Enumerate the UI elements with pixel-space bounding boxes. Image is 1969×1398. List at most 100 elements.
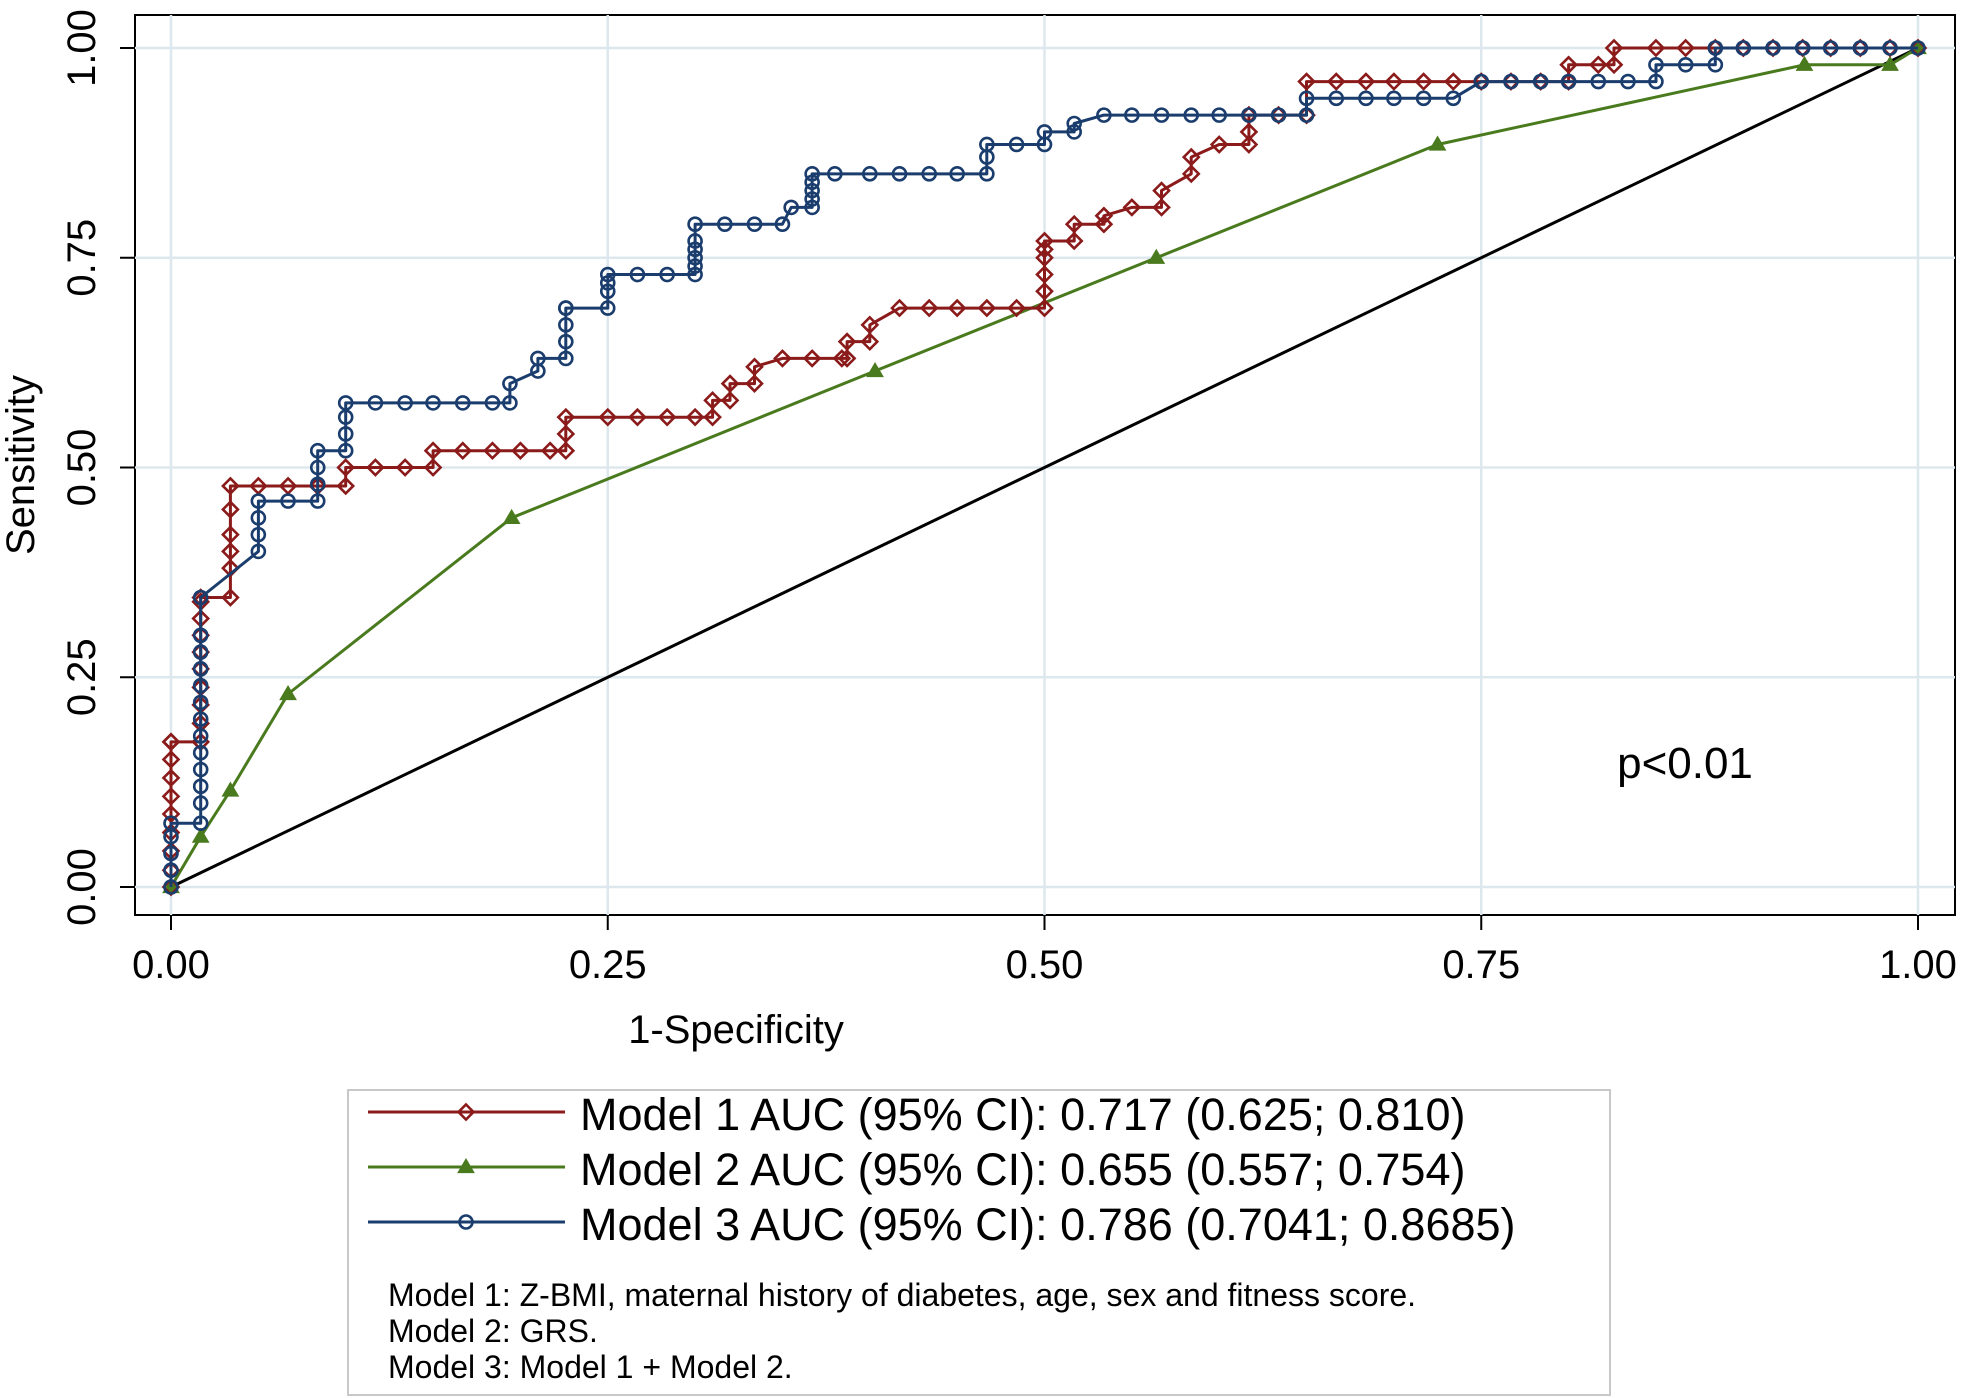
model-1-point <box>628 407 647 427</box>
model-1-point <box>1122 198 1142 217</box>
x-tick-label: 0.25 <box>569 943 647 987</box>
model-2-point <box>191 827 210 843</box>
model-1-point <box>1209 135 1229 154</box>
model-1-point <box>860 315 880 335</box>
y-tick-label: 0.75 <box>60 219 104 297</box>
model-1-point <box>221 525 240 544</box>
model-3-point <box>1386 90 1402 107</box>
model-3-point <box>921 166 937 182</box>
model-1-point <box>556 441 576 461</box>
model-3-point <box>891 166 908 182</box>
model-3-point <box>163 815 179 832</box>
model-3-point <box>192 589 209 606</box>
model-1-point <box>221 476 240 496</box>
model-3-point <box>1735 40 1752 56</box>
model-3-point <box>1852 40 1869 56</box>
legend-note-model-3: Model 3: Model 1 + Model 2. <box>388 1349 793 1385</box>
model-3-point <box>309 459 326 476</box>
model-3-point <box>192 744 209 761</box>
model-3-point <box>599 275 616 291</box>
model-1-point <box>1326 72 1346 91</box>
model-3-point <box>192 795 209 811</box>
model-1-point <box>1064 214 1084 234</box>
model-1-point <box>890 298 909 318</box>
model-3-point <box>1822 40 1839 56</box>
model-1-point <box>221 588 240 607</box>
model-3-point <box>1124 107 1140 123</box>
model-1-point <box>511 441 530 461</box>
model-3-point <box>558 317 574 333</box>
model-3-point <box>687 258 703 274</box>
model-2-point <box>866 362 884 378</box>
model-1-point <box>773 349 792 368</box>
model-3-point <box>163 879 179 895</box>
axes: 0.00 0.25 0.50 0.75 1.00 0.00 0.25 0.50 0.75 1.00 <box>60 9 1957 987</box>
model-3-point <box>1677 56 1694 73</box>
model-1-point <box>1239 135 1259 154</box>
model-3-point <box>804 174 820 191</box>
model-3-point <box>1707 56 1724 73</box>
model-3-point <box>337 442 354 459</box>
model-1-point <box>366 458 385 477</box>
x-tick-label: 1.00 <box>1879 943 1957 987</box>
model-3-point <box>192 644 209 660</box>
model-1-point <box>556 407 576 427</box>
model-3-point <box>716 216 733 232</box>
model-1-point <box>947 298 967 318</box>
model-3-point <box>804 182 820 199</box>
model-3-point <box>309 493 326 509</box>
model-3-point <box>397 395 413 411</box>
model-1-point <box>1035 240 1054 259</box>
model-1-point <box>720 374 740 393</box>
model-3-point <box>1503 73 1519 90</box>
model-3-point <box>1183 107 1200 123</box>
model-3-point <box>599 300 616 316</box>
legend-note-model-2: Model 2: GRS. <box>388 1313 598 1349</box>
model-1-point <box>1414 72 1433 91</box>
model-1-point <box>161 768 181 788</box>
model-3-point <box>1241 107 1257 123</box>
model-1-point <box>161 787 181 806</box>
model-3-point <box>687 216 703 232</box>
legend-label-model-3: Model 3 AUC (95% CI): 0.786 (0.7041; 0.8… <box>580 1199 1516 1250</box>
model-1-point <box>1356 72 1376 91</box>
model-1-point <box>802 349 822 368</box>
x-axis-title: 1-Specificity <box>628 1008 844 1052</box>
y-tick-label: 1.00 <box>60 9 104 87</box>
legend-label-model-1: Model 1 AUC (95% CI): 0.717 (0.625; 0.81… <box>580 1089 1465 1140</box>
model-3-point <box>979 166 995 182</box>
model-3-point <box>558 300 574 316</box>
model-3-point <box>1066 124 1082 140</box>
model-1-point <box>1604 55 1624 75</box>
model-3-point <box>1882 40 1898 56</box>
model-1-point <box>837 332 857 351</box>
model-3-point <box>337 426 354 442</box>
p-value-annotation: p<0.01 <box>1617 739 1753 788</box>
model-3-point <box>1532 73 1549 90</box>
model-1-point <box>1152 198 1171 217</box>
model-2-point <box>279 685 297 701</box>
model-1-point <box>1007 298 1026 318</box>
model-3-point <box>1008 136 1025 153</box>
model-1-point <box>919 298 939 318</box>
model-3-point <box>861 166 878 182</box>
model-1-point <box>1239 122 1259 142</box>
model-1-point <box>423 458 443 477</box>
legend-box <box>347 1089 1611 1396</box>
model-1-point <box>657 407 677 427</box>
model-1-point <box>703 391 722 410</box>
x-tick-label: 0.00 <box>132 943 210 987</box>
model-3-point <box>1648 56 1664 73</box>
model-3-point <box>425 395 441 411</box>
model-3-point <box>309 442 326 459</box>
model-3-point <box>192 761 209 778</box>
model-3-point <box>1794 40 1811 56</box>
model-1-point <box>1152 181 1171 200</box>
model-3-point <box>192 627 209 644</box>
model-1-point <box>837 349 857 368</box>
model-1-point <box>1443 72 1463 91</box>
model-3-point <box>979 136 995 153</box>
model-3-point <box>687 241 703 258</box>
model-3-point <box>1560 73 1577 90</box>
